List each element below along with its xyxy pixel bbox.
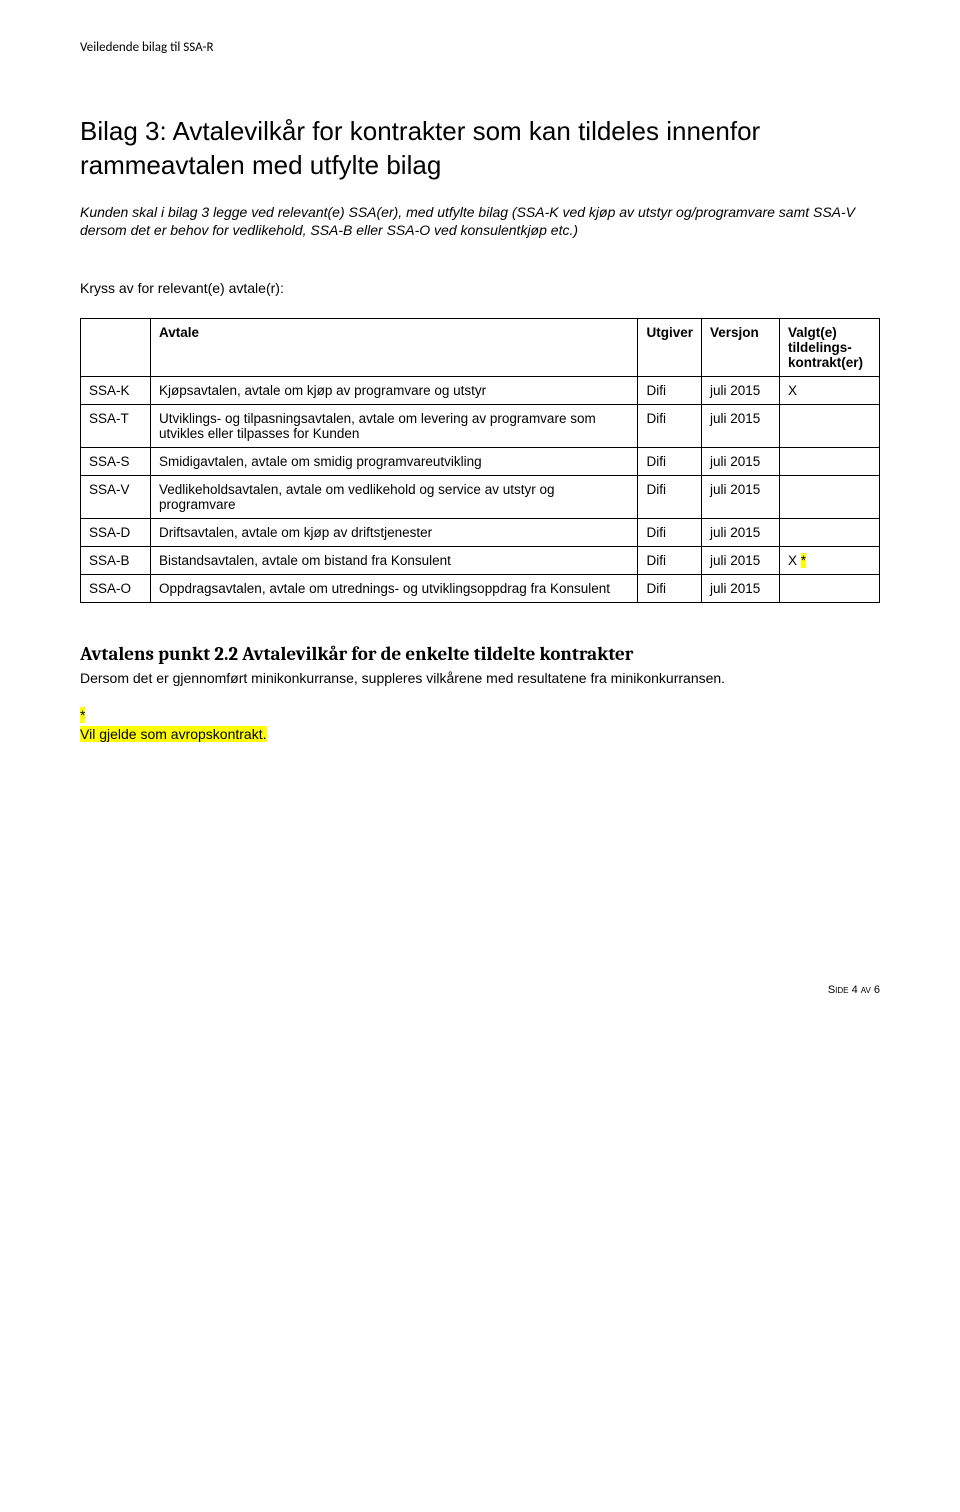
cell-valgt: X — [780, 377, 880, 405]
table-row: SSA-S Smidigavtalen, avtale om smidig pr… — [81, 448, 880, 476]
section-body: Dersom det er gjennomført minikonkurrans… — [80, 669, 880, 688]
cell-valgt — [780, 519, 880, 547]
cell-versjon: juli 2015 — [702, 405, 780, 448]
table-row: SSA-B Bistandsavtalen, avtale om bistand… — [81, 547, 880, 575]
table-row: SSA-D Driftsavtalen, avtale om kjøp av d… — [81, 519, 880, 547]
cell-avtale: Kjøpsavtalen, avtale om kjøp av programv… — [151, 377, 638, 405]
cell-valgt — [780, 476, 880, 519]
table-row: SSA-T Utviklings- og tilpasningsavtalen,… — [81, 405, 880, 448]
cell-versjon: juli 2015 — [702, 476, 780, 519]
cell-code: SSA-T — [81, 405, 151, 448]
cell-avtale: Smidigavtalen, avtale om smidig programv… — [151, 448, 638, 476]
cell-avtale: Driftsavtalen, avtale om kjøp av driftst… — [151, 519, 638, 547]
cell-code: SSA-V — [81, 476, 151, 519]
table-header-row: Avtale Utgiver Versjon Valgt(e) tildelin… — [81, 319, 880, 377]
avtale-table: Avtale Utgiver Versjon Valgt(e) tildelin… — [80, 318, 880, 603]
cell-avtale: Bistandsavtalen, avtale om bistand fra K… — [151, 547, 638, 575]
cell-code: SSA-K — [81, 377, 151, 405]
cell-versjon: juli 2015 — [702, 377, 780, 405]
footnote: * Vil gjelde som avropskontrakt. — [80, 706, 880, 744]
page-title: Bilag 3: Avtalevilkår for kontrakter som… — [80, 115, 880, 183]
cell-versjon: juli 2015 — [702, 448, 780, 476]
header-utgiver: Utgiver — [638, 319, 702, 377]
cell-utgiver: Difi — [638, 448, 702, 476]
cell-utgiver: Difi — [638, 547, 702, 575]
cell-utgiver: Difi — [638, 377, 702, 405]
header-valgt: Valgt(e) tildelings-kontrakt(er) — [780, 319, 880, 377]
intro-paragraph: Kunden skal i bilag 3 legge ved relevant… — [80, 203, 880, 241]
cell-valgt — [780, 405, 880, 448]
cell-versjon: juli 2015 — [702, 547, 780, 575]
cell-avtale: Utviklings- og tilpasningsavtalen, avtal… — [151, 405, 638, 448]
cell-utgiver: Difi — [638, 476, 702, 519]
header-versjon: Versjon — [702, 319, 780, 377]
footnote-star: * — [80, 707, 85, 723]
header-code — [81, 319, 151, 377]
cell-valgt — [780, 448, 880, 476]
cell-versjon: juli 2015 — [702, 519, 780, 547]
cell-code: SSA-D — [81, 519, 151, 547]
header-avtale: Avtale — [151, 319, 638, 377]
cell-valgt — [780, 575, 880, 603]
page-header: Veiledende bilag til SSA-R — [80, 40, 880, 55]
cell-code: SSA-O — [81, 575, 151, 603]
cell-utgiver: Difi — [638, 575, 702, 603]
cell-valgt: X * — [780, 547, 880, 575]
cell-versjon: juli 2015 — [702, 575, 780, 603]
instruction-text: Kryss av for relevant(e) avtale(r): — [80, 280, 880, 296]
table-row: SSA-O Oppdragsavtalen, avtale om utredni… — [81, 575, 880, 603]
cell-avtale: Vedlikeholdsavtalen, avtale om vedlikeho… — [151, 476, 638, 519]
page-number: Side 4 av 6 — [80, 984, 880, 996]
table-row: SSA-V Vedlikeholdsavtalen, avtale om ved… — [81, 476, 880, 519]
section-heading: Avtalens punkt 2.2 Avtalevilkår for de e… — [80, 643, 880, 665]
cell-code: SSA-S — [81, 448, 151, 476]
cell-utgiver: Difi — [638, 405, 702, 448]
cell-code: SSA-B — [81, 547, 151, 575]
table-row: SSA-K Kjøpsavtalen, avtale om kjøp av pr… — [81, 377, 880, 405]
table-body: SSA-K Kjøpsavtalen, avtale om kjøp av pr… — [81, 377, 880, 603]
footnote-text: Vil gjelde som avropskontrakt. — [80, 726, 267, 742]
cell-avtale: Oppdragsavtalen, avtale om utrednings- o… — [151, 575, 638, 603]
cell-utgiver: Difi — [638, 519, 702, 547]
